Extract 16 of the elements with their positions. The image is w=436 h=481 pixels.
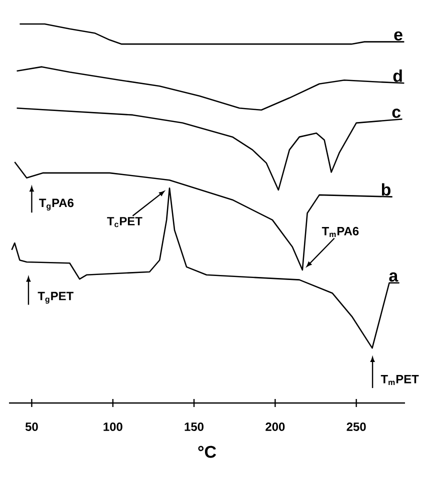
annotation: T$_{c}$PET [107,217,142,228]
annotation: T$_{g}$PA6 [39,198,74,211]
x-tick-label: 200 [266,422,285,431]
x-axis-title: °C [198,446,216,458]
series-label: a [389,272,398,282]
x-tick-label: 50 [25,422,38,431]
x-tick-label: 100 [104,422,122,431]
series-label: c [392,108,401,118]
series-label: e [394,31,402,41]
annotation: T$_{m}$PET [380,375,419,386]
x-tick-label: 150 [184,422,204,431]
annotation: T$_{m}$PA6 [322,226,359,238]
series-label: d [393,69,402,82]
annotation: T$_{g}$PET [38,292,74,304]
series-label: b [382,183,390,196]
x-tick-label: 250 [346,422,366,431]
